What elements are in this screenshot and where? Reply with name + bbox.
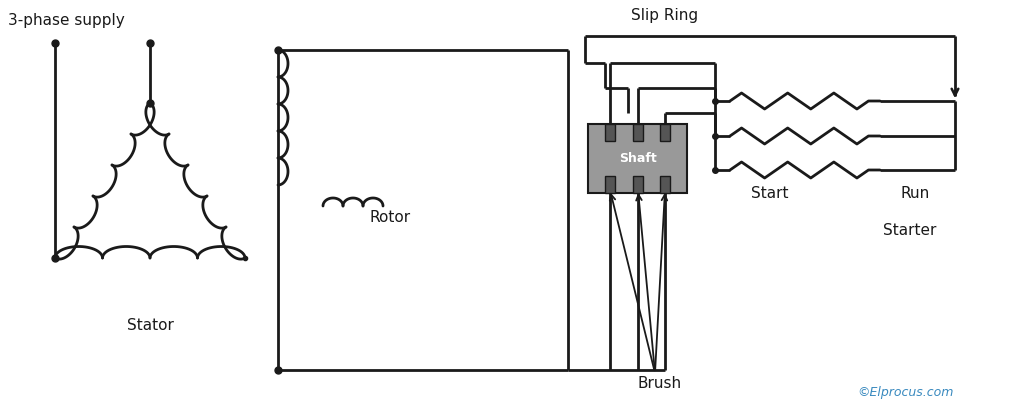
Bar <box>660 176 670 193</box>
Bar <box>660 124 670 141</box>
Bar <box>605 176 615 193</box>
Text: Shaft: Shaft <box>618 152 656 165</box>
Bar <box>588 124 687 193</box>
Text: Start: Start <box>752 186 788 201</box>
Bar <box>605 124 615 141</box>
Text: Starter: Starter <box>884 223 937 238</box>
Text: ©Elprocus.com: ©Elprocus.com <box>857 386 953 399</box>
Text: Brush: Brush <box>638 376 682 391</box>
Bar <box>633 124 643 141</box>
Text: Run: Run <box>900 186 930 201</box>
Text: Slip Ring: Slip Ring <box>632 8 698 23</box>
Text: Stator: Stator <box>127 318 173 333</box>
Text: 3-phase supply: 3-phase supply <box>8 13 125 28</box>
Text: Rotor: Rotor <box>370 211 411 225</box>
Bar <box>633 176 643 193</box>
